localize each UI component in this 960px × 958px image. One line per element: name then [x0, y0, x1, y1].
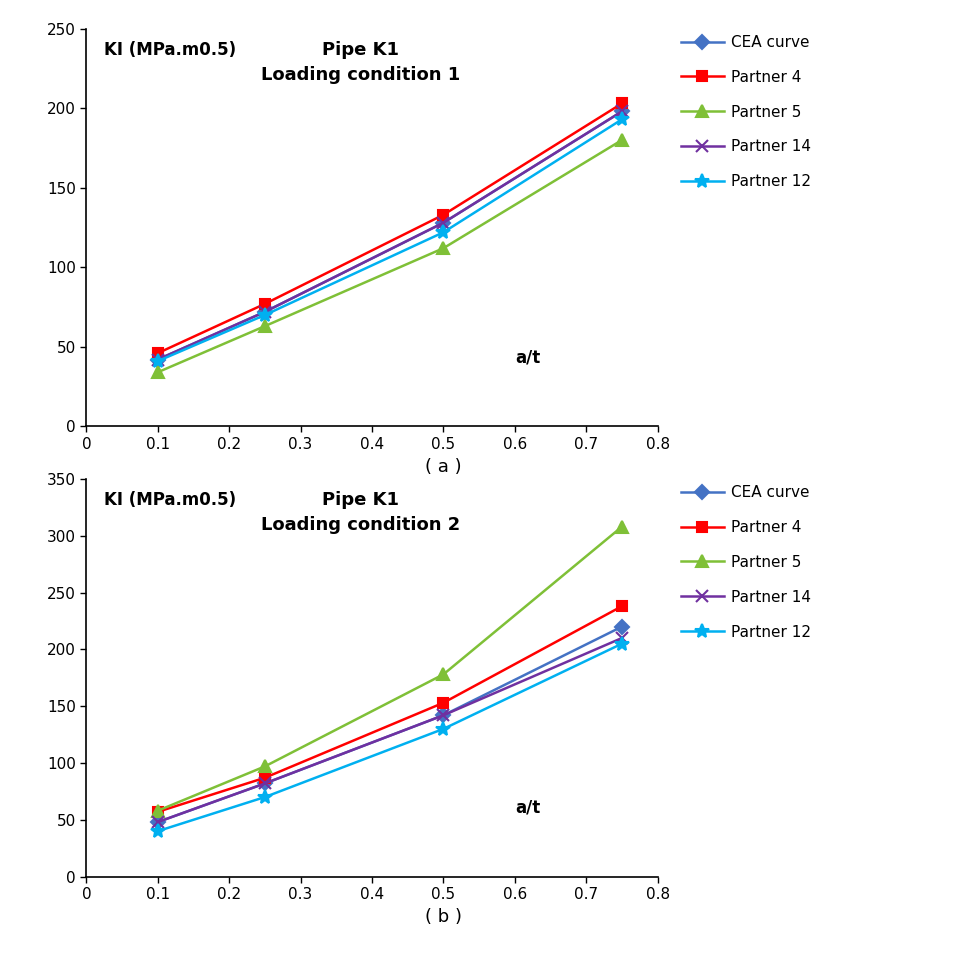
Partner 14 [152, 354, 163, 365]
Partner 5 [438, 242, 449, 254]
Partner 4 [616, 601, 628, 612]
Partner 12 [438, 723, 449, 735]
Partner 12 [259, 791, 271, 803]
Partner 14 [259, 778, 271, 789]
Line: Partner 14: Partner 14 [152, 631, 628, 829]
Legend: CEA curve, Partner 4, Partner 5, Partner 14, Partner 12: CEA curve, Partner 4, Partner 5, Partner… [675, 479, 817, 646]
Partner 14 [438, 710, 449, 721]
Partner 12 [438, 226, 449, 238]
Partner 14 [616, 105, 628, 117]
Text: a/t: a/t [515, 799, 540, 817]
Partner 4 [438, 697, 449, 709]
Line: Partner 12: Partner 12 [151, 637, 629, 838]
Partner 12 [616, 114, 628, 125]
Partner 4 [152, 348, 163, 359]
Partner 14 [616, 632, 628, 644]
Text: Pipe K1
Loading condition 2: Pipe K1 Loading condition 2 [261, 490, 460, 534]
CEA curve [438, 710, 449, 721]
Legend: CEA curve, Partner 4, Partner 5, Partner 14, Partner 12: CEA curve, Partner 4, Partner 5, Partner… [675, 29, 817, 195]
Line: Partner 4: Partner 4 [153, 602, 627, 816]
Partner 5 [438, 669, 449, 680]
Line: Partner 12: Partner 12 [151, 112, 629, 368]
Partner 5 [259, 320, 271, 331]
Partner 5 [152, 805, 163, 816]
Partner 4 [152, 806, 163, 817]
CEA curve [438, 217, 449, 229]
CEA curve [616, 105, 628, 117]
Line: Partner 4: Partner 4 [153, 99, 627, 358]
Partner 4 [259, 298, 271, 309]
Partner 4 [438, 209, 449, 220]
Text: ( b ): ( b ) [425, 908, 462, 926]
Partner 12 [152, 355, 163, 367]
Line: CEA curve: CEA curve [153, 106, 627, 364]
Text: ( a ): ( a ) [425, 458, 462, 476]
Partner 5 [259, 761, 271, 772]
CEA curve [259, 778, 271, 789]
CEA curve [616, 621, 628, 632]
Line: Partner 5: Partner 5 [153, 134, 628, 377]
Partner 12 [616, 638, 628, 650]
Partner 12 [259, 309, 271, 321]
Partner 4 [259, 772, 271, 784]
Partner 14 [438, 217, 449, 229]
CEA curve [152, 816, 163, 828]
Line: Partner 5: Partner 5 [153, 521, 628, 816]
Partner 4 [616, 98, 628, 109]
Partner 14 [259, 306, 271, 317]
Text: KI (MPa.m0.5): KI (MPa.m0.5) [104, 490, 235, 509]
CEA curve [259, 306, 271, 317]
CEA curve [152, 354, 163, 365]
Text: a/t: a/t [515, 349, 540, 367]
Text: Pipe K1
Loading condition 1: Pipe K1 Loading condition 1 [261, 40, 460, 83]
Partner 5 [152, 367, 163, 378]
Partner 5 [616, 134, 628, 146]
Text: KI (MPa.m0.5): KI (MPa.m0.5) [104, 40, 235, 58]
Partner 5 [616, 521, 628, 533]
Line: Partner 14: Partner 14 [152, 105, 628, 366]
Line: CEA curve: CEA curve [153, 622, 627, 827]
Partner 14 [152, 816, 163, 828]
Partner 12 [152, 826, 163, 837]
